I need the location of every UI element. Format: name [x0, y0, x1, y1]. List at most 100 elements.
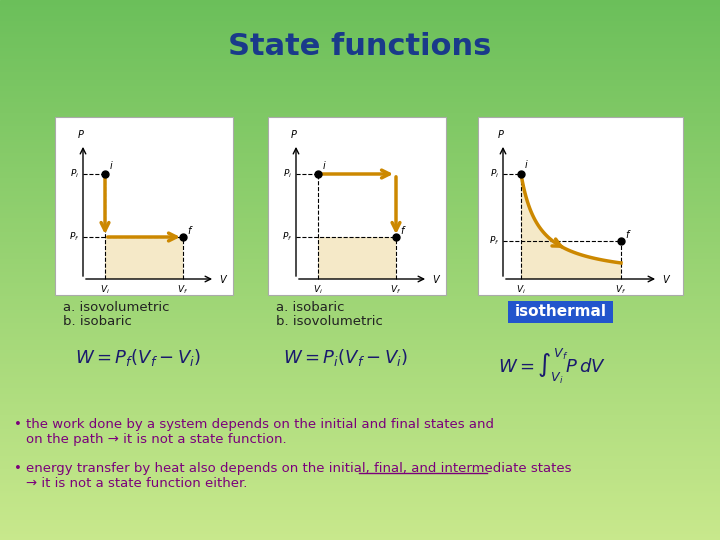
Text: $V_f$: $V_f$ — [390, 283, 402, 295]
Bar — [0, 11, 720, 14]
Bar — [0, 513, 720, 516]
Bar — [0, 167, 720, 170]
Text: isothermal: isothermal — [515, 305, 606, 320]
Bar — [0, 340, 720, 343]
Bar — [0, 38, 720, 40]
Bar — [0, 510, 720, 513]
Bar — [0, 392, 720, 394]
Bar — [0, 68, 720, 70]
Bar — [0, 418, 720, 421]
Text: $i$: $i$ — [524, 158, 528, 170]
Bar — [0, 94, 720, 97]
Bar — [0, 19, 720, 22]
Text: $V_f$: $V_f$ — [177, 283, 189, 295]
Bar — [0, 122, 720, 124]
Bar — [0, 275, 720, 278]
Bar — [0, 389, 720, 392]
Bar — [0, 73, 720, 76]
Bar — [0, 373, 720, 375]
Bar — [0, 518, 720, 521]
Bar — [0, 505, 720, 508]
Bar — [0, 54, 720, 57]
Bar — [0, 470, 720, 472]
Bar — [0, 383, 720, 386]
Bar — [0, 459, 720, 462]
Bar — [0, 202, 720, 205]
Text: b. isovolumetric: b. isovolumetric — [276, 315, 383, 328]
Bar — [0, 103, 720, 105]
Bar — [0, 127, 720, 130]
Bar — [0, 402, 720, 405]
Bar — [0, 124, 720, 127]
Text: •: • — [14, 418, 22, 431]
Bar — [508, 301, 613, 323]
Bar — [0, 192, 720, 194]
Bar — [0, 435, 720, 437]
Bar — [0, 294, 720, 297]
Bar — [0, 421, 720, 424]
Bar — [0, 0, 720, 3]
Bar — [0, 300, 720, 302]
Bar — [0, 186, 720, 189]
Text: a. isovolumetric: a. isovolumetric — [63, 301, 169, 314]
Bar — [0, 451, 720, 454]
Bar — [0, 27, 720, 30]
Text: $V_f$: $V_f$ — [616, 283, 626, 295]
Text: $W = \int_{V_i}^{V_f} P\,dV$: $W = \int_{V_i}^{V_f} P\,dV$ — [498, 347, 606, 386]
Bar — [0, 397, 720, 400]
Bar — [0, 173, 720, 176]
Bar — [0, 410, 720, 413]
Bar — [0, 235, 720, 238]
Bar — [0, 489, 720, 491]
Bar — [0, 84, 720, 86]
Bar — [0, 427, 720, 429]
Bar — [0, 105, 720, 108]
Bar — [0, 78, 720, 81]
Bar — [0, 24, 720, 27]
Text: •: • — [14, 462, 22, 475]
Bar — [0, 184, 720, 186]
Bar — [0, 135, 720, 138]
Bar — [0, 292, 720, 294]
Bar — [0, 502, 720, 505]
Bar — [0, 76, 720, 78]
Bar — [0, 278, 720, 281]
Text: b. isobaric: b. isobaric — [63, 315, 132, 328]
Bar — [0, 319, 720, 321]
Bar — [478, 117, 683, 295]
Bar — [0, 332, 720, 335]
Bar — [0, 273, 720, 275]
Bar — [0, 205, 720, 208]
Text: $V_i$: $V_i$ — [516, 283, 526, 295]
Bar — [0, 143, 720, 146]
Bar — [0, 159, 720, 162]
Bar — [0, 370, 720, 373]
Bar — [0, 197, 720, 200]
Bar — [0, 86, 720, 89]
Bar — [0, 148, 720, 151]
Text: $P_f$: $P_f$ — [68, 231, 79, 243]
Text: $V$: $V$ — [219, 273, 228, 285]
Bar — [0, 130, 720, 132]
Bar — [0, 394, 720, 397]
Bar — [0, 529, 720, 532]
Bar — [0, 324, 720, 327]
Bar — [0, 362, 720, 364]
Bar — [0, 113, 720, 116]
Bar — [0, 378, 720, 381]
Bar — [0, 308, 720, 310]
Text: $P_f$: $P_f$ — [282, 231, 292, 243]
Text: $f$: $f$ — [187, 224, 194, 236]
Bar — [0, 146, 720, 148]
Bar — [0, 138, 720, 140]
Bar — [0, 216, 720, 219]
Bar — [0, 165, 720, 167]
Bar — [0, 413, 720, 416]
Text: $V_i$: $V_i$ — [313, 283, 323, 295]
Bar — [0, 243, 720, 246]
Bar — [0, 367, 720, 370]
Bar — [0, 359, 720, 362]
Bar — [0, 57, 720, 59]
Bar — [0, 405, 720, 408]
Text: $V_i$: $V_i$ — [100, 283, 110, 295]
